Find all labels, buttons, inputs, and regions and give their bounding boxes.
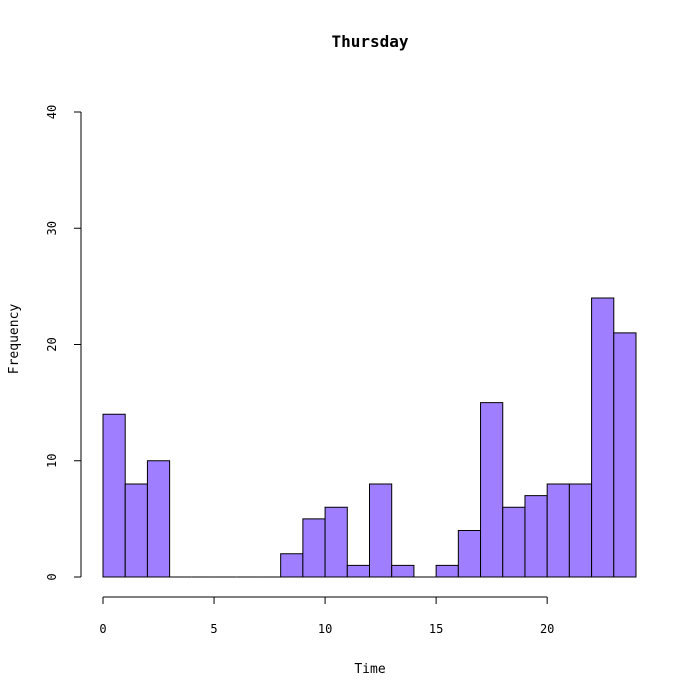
histogram-bar	[102, 413, 126, 578]
histogram-bar	[524, 495, 548, 578]
histogram-bar	[369, 483, 393, 578]
y-axis-label: Frequency	[7, 304, 22, 375]
histogram-bar	[391, 564, 415, 578]
histogram-bar	[280, 553, 304, 578]
histogram-bar	[480, 402, 504, 578]
y-tick-label: 10	[45, 454, 59, 468]
bars-group	[102, 297, 637, 578]
histogram-bar	[124, 483, 148, 578]
histogram-bar	[591, 297, 615, 578]
y-tick-label: 20	[45, 337, 59, 351]
histogram-bar	[613, 332, 637, 578]
x-axis: 0 5 10 15 20	[99, 596, 554, 636]
x-tick-label: 15	[429, 622, 443, 636]
histogram-bar	[546, 483, 570, 578]
histogram-bar	[346, 564, 370, 578]
x-tick-label: 0	[99, 622, 106, 636]
histogram-bar	[324, 506, 348, 578]
x-axis-label: Time	[354, 662, 385, 677]
y-axis: 0 10 20 30 40	[45, 105, 82, 581]
histogram-bar	[302, 518, 326, 578]
y-tick-label: 0	[45, 573, 59, 580]
histogram-bar	[568, 483, 593, 578]
histogram-bar	[435, 564, 459, 578]
y-tick-label: 30	[45, 221, 59, 235]
chart-title: Thursday	[331, 32, 408, 51]
histogram-bar	[146, 460, 171, 578]
x-tick-label: 10	[318, 622, 332, 636]
x-tick-label: 5	[210, 622, 217, 636]
histogram-bar	[502, 506, 526, 578]
y-tick-label: 40	[45, 105, 59, 119]
x-tick-label: 20	[540, 622, 554, 636]
histogram-bar	[457, 530, 482, 578]
